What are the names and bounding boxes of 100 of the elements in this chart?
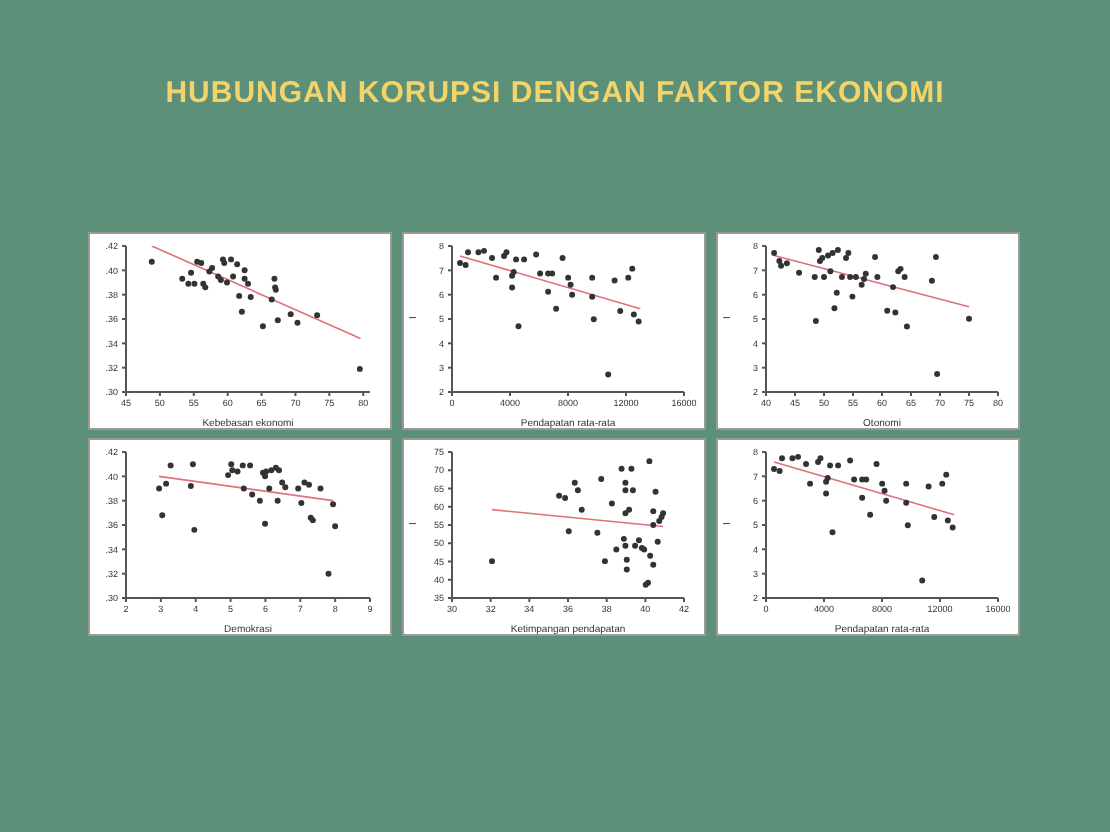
point — [533, 251, 540, 258]
point — [892, 309, 899, 316]
point — [537, 270, 544, 277]
point — [821, 273, 827, 280]
point — [771, 466, 777, 473]
point — [628, 465, 635, 472]
point — [298, 500, 305, 507]
point — [858, 281, 865, 288]
point — [646, 458, 653, 465]
point — [931, 513, 938, 520]
point — [457, 260, 463, 267]
point — [598, 476, 605, 482]
point — [356, 365, 363, 372]
point — [811, 273, 818, 280]
point — [571, 479, 578, 486]
point — [838, 273, 845, 280]
point — [236, 292, 243, 299]
point — [881, 487, 888, 494]
point — [807, 480, 814, 487]
point — [314, 312, 321, 319]
point — [904, 522, 911, 529]
point — [903, 323, 910, 330]
point — [852, 273, 859, 280]
point — [229, 467, 236, 474]
point — [620, 535, 627, 542]
point — [605, 371, 612, 378]
point — [228, 256, 235, 263]
point — [513, 256, 520, 263]
point — [827, 268, 834, 275]
point — [966, 315, 972, 322]
point — [565, 528, 572, 535]
point — [903, 499, 910, 506]
point — [879, 480, 886, 487]
point — [256, 497, 263, 504]
point — [817, 455, 824, 462]
point — [465, 249, 472, 256]
point — [189, 461, 196, 468]
point — [240, 485, 247, 492]
point — [225, 472, 232, 479]
point — [851, 476, 858, 483]
point — [274, 317, 281, 324]
point — [271, 275, 278, 282]
point — [829, 529, 836, 536]
point — [623, 566, 630, 573]
point — [647, 552, 654, 559]
point — [601, 558, 608, 565]
point — [247, 462, 254, 469]
point — [823, 490, 830, 497]
point — [224, 279, 230, 286]
point — [241, 275, 248, 282]
point — [928, 277, 935, 284]
point — [274, 497, 281, 504]
point — [650, 561, 657, 568]
point — [622, 542, 629, 549]
point — [654, 538, 661, 545]
point — [268, 296, 275, 303]
point — [295, 485, 302, 492]
point — [578, 506, 585, 513]
point — [873, 460, 880, 467]
point — [249, 491, 256, 498]
point — [845, 250, 852, 257]
point — [590, 316, 597, 323]
point — [629, 487, 636, 494]
point — [241, 267, 248, 274]
point — [635, 318, 642, 325]
point — [228, 461, 235, 468]
point — [611, 277, 618, 284]
point — [187, 483, 194, 490]
point — [589, 274, 596, 281]
point — [622, 479, 629, 486]
point — [934, 371, 941, 377]
point — [847, 457, 854, 464]
point — [890, 284, 897, 291]
point — [771, 250, 778, 257]
point — [481, 247, 488, 254]
point — [262, 520, 269, 527]
point — [635, 537, 642, 544]
point — [565, 274, 572, 281]
point — [553, 305, 560, 312]
point — [259, 323, 266, 330]
point — [556, 492, 563, 499]
point — [618, 465, 625, 472]
point — [613, 546, 620, 553]
point — [562, 495, 569, 501]
point — [650, 508, 657, 515]
point — [872, 253, 879, 260]
point — [156, 485, 163, 492]
point — [650, 522, 657, 528]
point — [617, 307, 624, 314]
point — [861, 276, 868, 283]
point — [559, 254, 566, 261]
point — [239, 462, 246, 469]
point — [332, 523, 339, 530]
point — [245, 280, 251, 287]
point — [489, 558, 496, 565]
point — [867, 511, 874, 518]
point — [883, 497, 890, 504]
point — [574, 487, 581, 494]
text: HUBUNGAN KORUPSI DENGAN FAKTOR EKONOMI — [163, 76, 947, 110]
point — [843, 254, 850, 261]
